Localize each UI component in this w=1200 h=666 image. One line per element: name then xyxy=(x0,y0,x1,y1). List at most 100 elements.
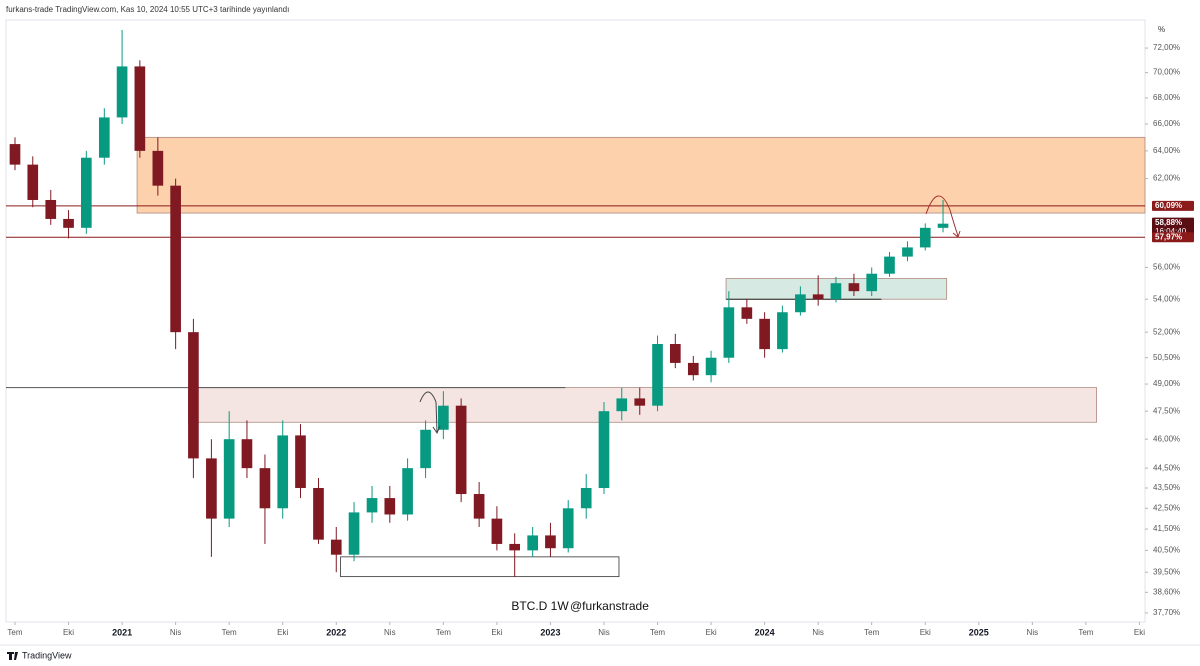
x-tick-label: Eki xyxy=(63,628,74,637)
y-tick-label: 43,50% xyxy=(1153,483,1180,492)
x-tick-label: Nis xyxy=(598,628,610,637)
x-tick-label: Nis xyxy=(1027,628,1039,637)
candle-body xyxy=(812,294,824,300)
candle-body xyxy=(634,398,646,406)
candle-body xyxy=(27,164,39,200)
candle-body xyxy=(455,405,467,495)
candle-body xyxy=(420,429,431,469)
plot-layer xyxy=(6,30,1146,578)
candle-body xyxy=(9,144,21,165)
x-tick-label: Tem xyxy=(1078,628,1093,637)
candle-body xyxy=(848,283,860,292)
candle-body xyxy=(509,543,521,551)
candle-body xyxy=(562,508,574,549)
x-tick-label: Eki xyxy=(706,628,717,637)
candle-body xyxy=(652,343,663,406)
y-tick-label: 54,00% xyxy=(1153,294,1180,303)
candle-body xyxy=(937,223,949,228)
candle-body xyxy=(830,283,842,300)
y-tick-label: 38,60% xyxy=(1153,587,1180,596)
x-tick-label: Eki xyxy=(920,628,931,637)
candle-body xyxy=(527,535,538,551)
y-tick-label: 46,00% xyxy=(1153,434,1180,443)
x-tick-label: 2021 xyxy=(112,627,132,637)
y-tick-label: 37,70% xyxy=(1153,608,1180,617)
candle-body xyxy=(223,439,235,519)
arrow xyxy=(925,195,961,238)
x-tick-label: Tem xyxy=(7,628,22,637)
zone xyxy=(136,136,1146,214)
price-label-bg xyxy=(1152,232,1194,243)
candle-body xyxy=(63,218,74,228)
y-tick-label: 39,50% xyxy=(1153,567,1180,576)
candle-body xyxy=(152,150,164,186)
x-tick-label: Tem xyxy=(222,628,237,637)
y-tick-label: 56,00% xyxy=(1153,263,1180,272)
y-tick-label: 44,50% xyxy=(1153,463,1180,472)
x-tick-label: 2023 xyxy=(540,627,560,637)
y-tick-label: 47,50% xyxy=(1153,406,1180,415)
candle-body xyxy=(723,307,735,358)
candle-body xyxy=(616,398,628,412)
candle-body xyxy=(384,498,396,515)
x-tick-label: 2025 xyxy=(969,627,989,637)
candle-body xyxy=(116,66,128,118)
candle-body xyxy=(438,405,449,430)
brand: TradingView xyxy=(22,650,72,660)
candle-body xyxy=(259,468,271,509)
candle-body xyxy=(545,535,556,549)
y-tick-label: 41,50% xyxy=(1153,524,1180,533)
candle-body xyxy=(473,494,485,519)
logo xyxy=(7,652,18,660)
x-tick-label: Eki xyxy=(277,628,288,637)
x-tick-label: Eki xyxy=(1134,628,1145,637)
candle-body xyxy=(313,487,324,540)
candle-body xyxy=(741,307,753,319)
candle-body xyxy=(98,117,110,158)
candle-body xyxy=(919,227,931,248)
arrow xyxy=(419,391,441,435)
candle-body xyxy=(80,157,92,228)
candle-body xyxy=(330,539,342,555)
candle-body xyxy=(45,199,57,219)
candle-body xyxy=(491,518,503,544)
y-tick-label: 50,50% xyxy=(1153,353,1180,362)
candle-body xyxy=(866,273,878,292)
candle-body xyxy=(598,411,610,488)
y-tick-label: 40,50% xyxy=(1153,545,1180,554)
y-tick-label: 42,50% xyxy=(1153,503,1180,512)
unit-label: % xyxy=(1158,25,1165,34)
header: furkans-trade TradingView.com, Kas 10, 2… xyxy=(6,5,289,14)
y-tick-label: 52,00% xyxy=(1153,327,1180,336)
y-tick-label: 68,00% xyxy=(1153,93,1180,102)
candle-body xyxy=(795,294,806,313)
y-tick-label: 70,00% xyxy=(1153,68,1180,77)
candle-body xyxy=(705,357,717,376)
y-tick-label: 62,00% xyxy=(1153,174,1180,183)
candle-body xyxy=(366,498,378,513)
x-tick-label: 2022 xyxy=(326,627,346,637)
candle-body xyxy=(170,185,181,333)
author: @furkanstrade xyxy=(570,599,649,613)
candle-body xyxy=(206,458,217,519)
countdown: 16:04:40 xyxy=(1155,227,1187,236)
price-label: 58,88% xyxy=(1155,218,1182,227)
candle-body xyxy=(277,435,289,509)
candle-body xyxy=(884,256,895,274)
x-tick-label: Eki xyxy=(491,628,502,637)
x-tick-label: Tem xyxy=(864,628,879,637)
candle-body xyxy=(134,66,146,151)
y-tick-label: 64,00% xyxy=(1153,146,1180,155)
candle-body xyxy=(687,362,699,376)
price-label: 57,97% xyxy=(1155,232,1182,241)
x-tick-label: Tem xyxy=(650,628,665,637)
candle-body xyxy=(241,439,253,469)
candle-body xyxy=(580,487,592,509)
candle-body xyxy=(777,312,788,350)
y-tick-label: 66,00% xyxy=(1153,119,1180,128)
candle-body xyxy=(348,512,360,555)
price-label-bg xyxy=(1152,200,1194,211)
y-tick-label: 72,00% xyxy=(1153,43,1180,52)
